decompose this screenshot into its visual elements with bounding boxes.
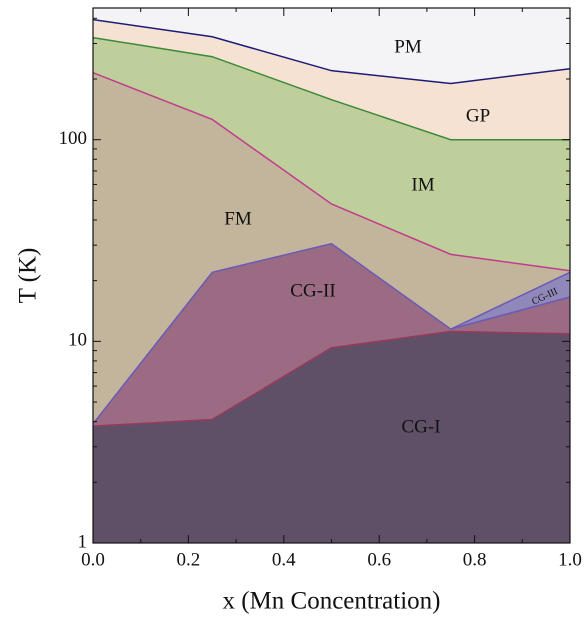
region-label: FM [224,208,252,229]
y-axis-title: T (K) [15,248,42,304]
boundary-line [450,271,571,330]
region-label: CG-I [401,416,440,437]
boundary-line [92,18,571,85]
x-tick-label: 0.8 [463,549,487,570]
y-tick-label: 10 [68,330,87,351]
boundary-line [92,36,570,141]
x-tick-label: 1.0 [558,549,582,570]
area [93,331,570,543]
region-label: CG-II [290,280,335,301]
boundary-line [92,330,571,427]
x-tick-label: 0.6 [367,549,391,570]
x-tick-label: 0.0 [81,549,105,570]
region-label: GP [466,105,490,126]
x-tick-label: 0.4 [272,549,296,570]
boundary-line [92,242,571,425]
region-label: PM [394,36,422,57]
x-tick-label: 0.2 [177,549,201,570]
x-axis-title: x (Mn Concentration) [222,588,440,615]
y-tick-label: 1 [78,531,88,552]
region-label: IM [411,174,434,195]
boundary-line [92,71,571,272]
y-tick-label: 100 [59,128,88,149]
